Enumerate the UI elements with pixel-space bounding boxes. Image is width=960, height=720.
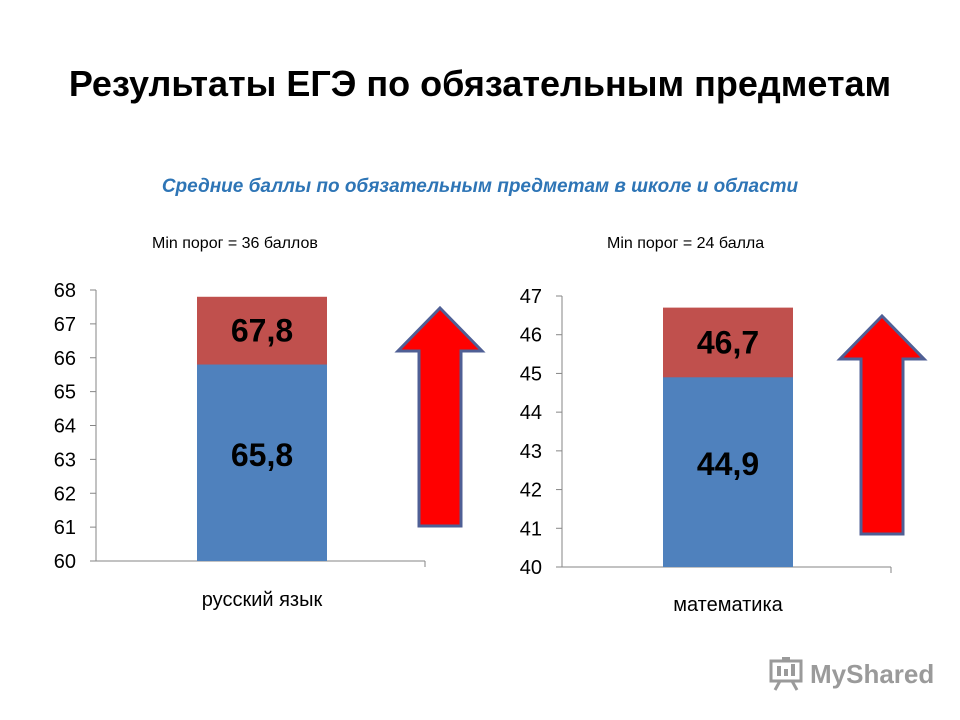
y-tick-label: 67: [54, 314, 76, 336]
page-title: Результаты ЕГЭ по обязательным предметам: [68, 63, 892, 104]
y-tick-label: 40: [520, 557, 542, 579]
y-tick-label: 44: [520, 402, 542, 424]
presentation-board-icon: [769, 657, 803, 691]
y-tick-label: 62: [54, 483, 76, 505]
chart-subtitle: Средние баллы по обязательным предметам …: [161, 176, 799, 197]
category-label-math: математика: [673, 594, 783, 616]
y-tick-label: 65: [54, 382, 76, 404]
y-tick-label: 60: [54, 551, 76, 573]
watermark-logo: MyShared: [768, 654, 934, 694]
data-label-school-math: 44,9: [697, 446, 759, 482]
y-tick-label: 64: [54, 416, 76, 438]
up-arrow-icon: [394, 305, 486, 528]
y-tick-label: 41: [520, 518, 542, 540]
y-tick-label: 42: [520, 480, 542, 502]
y-tick-label: 43: [520, 441, 542, 463]
y-tick-label: 61: [54, 517, 76, 539]
y-tick-label: 63: [54, 449, 76, 471]
y-tick-label: 47: [520, 286, 542, 308]
threshold-label-math: Min порог = 24 балла: [607, 235, 765, 252]
data-label-region-russian: 67,8: [231, 313, 293, 349]
data-label-school-russian: 65,8: [231, 437, 293, 473]
y-tick-label: 68: [54, 280, 76, 302]
threshold-label-russian: Min порог = 36 баллов: [152, 235, 318, 252]
watermark-text: MyShared: [810, 658, 935, 689]
bar-school-math: [663, 377, 793, 567]
y-tick-label: 66: [54, 348, 76, 370]
up-arrow-icon: [836, 313, 928, 536]
data-label-region-math: 46,7: [697, 324, 759, 360]
y-tick-label: 45: [520, 363, 542, 385]
category-label-russian: русский язык: [202, 589, 323, 611]
bar-school-russian: [197, 364, 327, 561]
y-tick-label: 46: [520, 325, 542, 347]
